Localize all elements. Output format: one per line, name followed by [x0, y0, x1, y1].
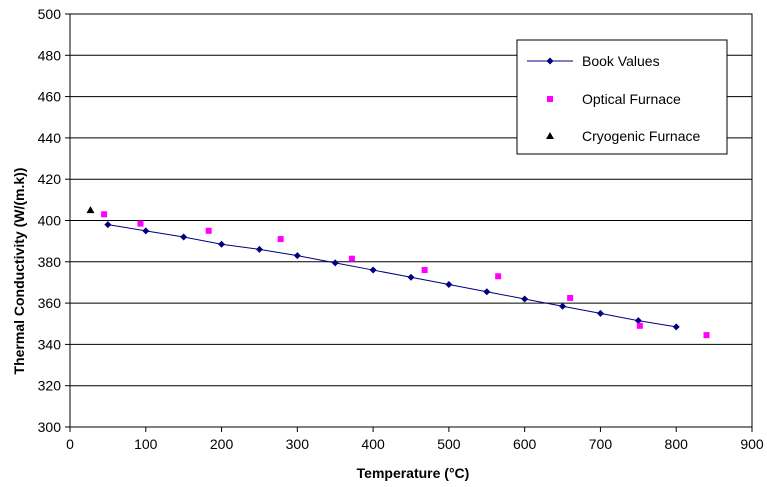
data-point	[672, 323, 680, 331]
x-tick-label: 800	[665, 436, 689, 452]
data-point	[348, 255, 355, 262]
data-point	[331, 259, 339, 267]
series-line	[107, 224, 677, 328]
legend-item: Optical Furnace	[547, 91, 681, 107]
data-point	[180, 233, 188, 241]
data-point	[703, 332, 710, 339]
y-tick-label: 380	[38, 254, 62, 270]
legend-item: Cryogenic Furnace	[546, 128, 700, 144]
data-point	[567, 294, 574, 301]
data-point	[86, 206, 95, 214]
y-tick-label: 400	[38, 213, 62, 229]
data-point	[277, 236, 284, 243]
data-point	[559, 302, 567, 310]
x-tick-label: 0	[66, 436, 74, 452]
y-tick-label: 440	[38, 130, 62, 146]
data-point	[495, 273, 502, 280]
data-point	[407, 273, 415, 281]
data-point	[104, 221, 112, 229]
y-tick-label: 500	[38, 6, 62, 22]
y-tick-label: 320	[38, 378, 62, 394]
legend: Book Values Optical Furnace Cryogenic Furn…	[516, 39, 728, 155]
y-tick-label: 300	[38, 419, 62, 435]
x-tick-label: 200	[210, 436, 234, 452]
series-layer	[86, 206, 710, 339]
data-point	[634, 317, 642, 325]
data-point	[636, 322, 643, 329]
legend-label: Cryogenic Furnace	[582, 128, 700, 144]
data-point	[142, 227, 150, 235]
y-axis-ticks: 300 320 340 360 380 400 420 440 460 480 500	[38, 6, 70, 435]
data-point	[293, 252, 301, 260]
x-axis-ticks: 0 100 200 300 400 500 600 700 800 900	[66, 427, 764, 452]
y-tick-label: 360	[38, 295, 62, 311]
x-tick-label: 100	[134, 436, 158, 452]
data-point	[445, 281, 453, 289]
data-point	[596, 309, 604, 317]
y-axis-title: Thermal Conductivity (W/(m.k))	[11, 168, 27, 375]
data-point	[101, 211, 108, 218]
data-point	[205, 227, 212, 234]
data-point	[483, 288, 491, 296]
x-axis-title: Temperature (°C)	[357, 465, 470, 481]
data-point	[218, 240, 226, 248]
y-tick-label: 420	[38, 171, 62, 187]
y-tick-label: 340	[38, 336, 62, 352]
data-point	[369, 266, 377, 274]
gridlines	[70, 54, 752, 387]
series-cryogenic-furnace	[86, 206, 95, 214]
legend-label: Optical Furnace	[582, 91, 681, 107]
x-tick-label: 700	[589, 436, 613, 452]
legend-item: Book Values	[527, 53, 660, 69]
legend-marker	[547, 96, 553, 102]
y-tick-label: 480	[38, 47, 62, 63]
y-tick-label: 460	[38, 89, 62, 105]
x-tick-label: 400	[361, 436, 385, 452]
x-tick-label: 900	[740, 436, 764, 452]
series-book-values	[104, 221, 680, 331]
legend-marker	[546, 132, 554, 139]
data-point	[521, 295, 529, 303]
data-point	[255, 245, 263, 253]
data-point	[421, 267, 428, 274]
x-tick-label: 600	[513, 436, 537, 452]
legend-marker	[546, 57, 554, 65]
x-tick-label: 500	[437, 436, 461, 452]
x-tick-label: 300	[286, 436, 310, 452]
legend-label: Book Values	[582, 53, 660, 69]
data-point	[137, 220, 144, 227]
series-optical-furnace	[101, 211, 710, 339]
